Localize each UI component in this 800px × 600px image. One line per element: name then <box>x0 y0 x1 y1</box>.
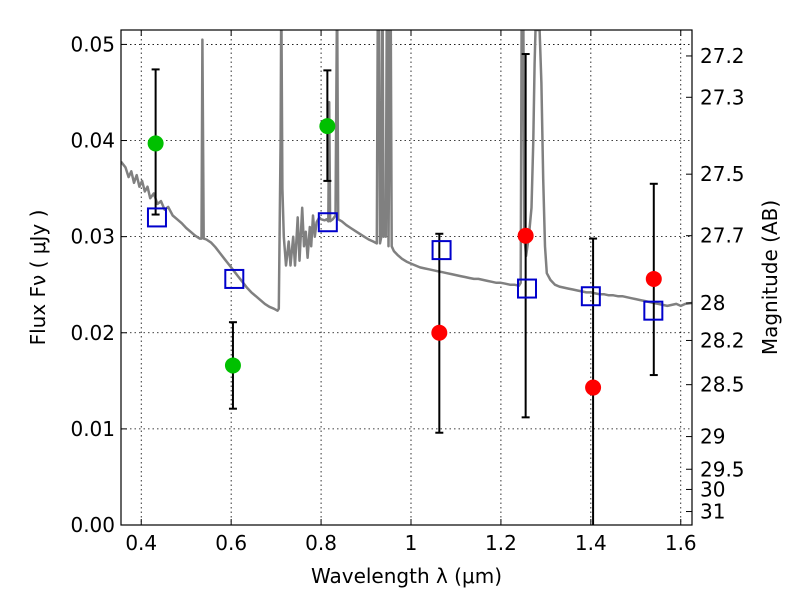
x-tick-label: 0.6 <box>215 531 247 555</box>
model-flux-square <box>224 268 245 289</box>
y-tick-label: 0.05 <box>70 32 115 56</box>
right-tick-label: 27.2 <box>700 44 745 68</box>
model-flux-square <box>643 300 664 321</box>
y-tick-label: 0.00 <box>70 513 115 537</box>
photometry-point <box>517 227 534 244</box>
x-tick-label: 1.6 <box>665 531 697 555</box>
right-tick-label: 31 <box>700 500 725 524</box>
right-tick-label: 28.5 <box>700 373 745 397</box>
x-axis-label: Wavelength λ (μm) <box>311 564 502 588</box>
data-markers <box>146 118 664 396</box>
y-tick-label: 0.04 <box>70 129 115 153</box>
model-spectrum-line <box>121 30 692 312</box>
x-tick-label: 1 <box>405 531 418 555</box>
right-tick-label: 28.2 <box>700 328 745 352</box>
grid <box>121 30 692 526</box>
photometry-point <box>147 135 164 152</box>
photometry-point <box>319 118 336 135</box>
model-flux-square <box>580 286 601 307</box>
model-flux-square <box>146 207 167 228</box>
right-tick-label: 27.3 <box>700 85 745 109</box>
y-tick-label: 0.02 <box>70 321 115 345</box>
x-tick-label: 1.4 <box>575 531 607 555</box>
y-tick-label: 0.01 <box>70 417 115 441</box>
plot-frame <box>120 29 693 526</box>
photometry-point <box>224 357 241 374</box>
photometry-point <box>585 379 602 396</box>
right-tick-label: 29 <box>700 425 725 449</box>
y-tick-label: 0.03 <box>70 225 115 249</box>
x-tick-label: 0.8 <box>305 531 337 555</box>
right-axis-label: Magnitude (AB) <box>758 200 782 355</box>
right-tick-label: 29.5 <box>700 457 745 481</box>
right-tick-label: 27.7 <box>700 224 745 248</box>
model-flux-square <box>516 278 537 299</box>
y-axis-label: Flux Fν ( μJy ) <box>26 210 50 346</box>
right-tick-label: 27.5 <box>700 162 745 186</box>
x-tick-label: 1.2 <box>485 531 517 555</box>
right-tick-label: 30 <box>700 477 725 501</box>
model-flux-square <box>317 212 338 233</box>
x-tick-label: 0.4 <box>125 531 157 555</box>
photometry-point <box>645 270 662 287</box>
right-tick-label: 28 <box>700 291 725 315</box>
photometry-point <box>431 324 448 341</box>
model-spectrum <box>121 30 692 312</box>
model-flux-square <box>431 240 452 261</box>
ticks: 0.4 0.6 0.8 1 1.2 1.4 1.6 0.00 0.01 0.02 0.03 0.04 0… <box>70 30 745 555</box>
